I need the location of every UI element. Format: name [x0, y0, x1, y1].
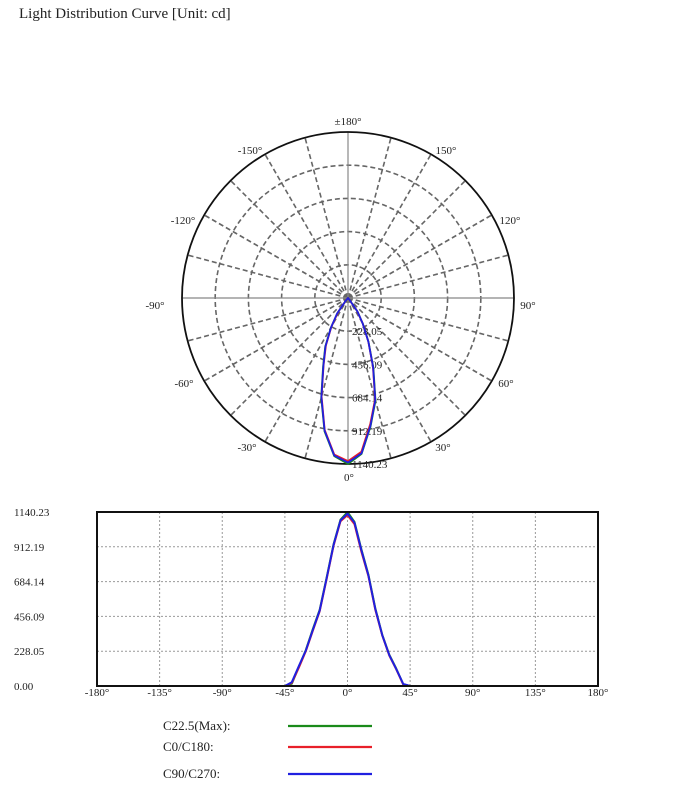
x-tick-label: 45°	[402, 687, 417, 699]
y-tick-label: 1140.23	[14, 507, 50, 519]
polar-spoke	[230, 180, 349, 299]
x-tick-label: -180°	[85, 687, 110, 699]
polar-angle-label: 120°	[500, 215, 521, 227]
polar-spoke	[187, 254, 349, 299]
y-tick-label: 912.19	[14, 542, 45, 554]
x-tick-label: 135°	[525, 687, 546, 699]
polar-spoke	[347, 254, 509, 299]
y-tick-label: 228.05	[14, 646, 45, 658]
x-tick-label: 180°	[588, 687, 609, 699]
polar-angle-label: 30°	[435, 442, 450, 454]
polar-spoke	[347, 137, 392, 299]
polar-angle-label: 60°	[498, 378, 513, 390]
y-tick-label: 456.09	[14, 611, 45, 623]
polar-spoke	[203, 214, 349, 299]
polar-spoke	[304, 297, 349, 459]
polar-spoke	[347, 214, 493, 299]
x-tick-label: -90°	[213, 687, 232, 699]
x-tick-label: -45°	[275, 687, 294, 699]
polar-spoke	[347, 297, 392, 459]
polar-curve-2	[320, 297, 377, 464]
polar-spoke	[347, 297, 493, 382]
polar-spoke	[203, 297, 349, 382]
polar-spoke	[264, 153, 349, 299]
polar-angle-label: 90°	[520, 300, 535, 312]
polar-spoke	[347, 180, 466, 299]
line-series-0	[222, 511, 473, 687]
polar-spoke	[347, 297, 466, 416]
polar-spoke	[304, 137, 349, 299]
polar-spoke	[347, 297, 509, 342]
polar-spoke	[187, 297, 349, 342]
x-tick-label: 0°	[343, 687, 353, 699]
plot-frame	[96, 511, 599, 687]
polar-radial-label: 684.14	[352, 393, 383, 405]
legend-label: C0/C180:	[163, 739, 214, 754]
polar-angle-label: -30°	[237, 442, 256, 454]
legend-label: C90/C270:	[163, 766, 221, 781]
polar-spoke	[347, 153, 432, 299]
x-tick-label: -135°	[147, 687, 172, 699]
x-tick-label: 90°	[465, 687, 480, 699]
chart-title: Light Distribution Curve [Unit: cd]	[19, 6, 231, 22]
legend-label: C22.5(Max):	[163, 718, 231, 733]
polar-angle-label: ±180°	[335, 116, 362, 128]
polar-radial-label: 1140.23	[352, 459, 388, 471]
polar-angle-label: 150°	[436, 145, 457, 157]
y-tick-label: 0.00	[14, 681, 34, 693]
polar-angle-label: -90°	[145, 300, 164, 312]
polar-radial-label: 456.09	[352, 359, 383, 371]
polar-radial-label: 228.05	[352, 326, 383, 338]
polar-angle-label: -60°	[174, 378, 193, 390]
polar-spoke	[230, 297, 349, 416]
polar-angle-label: -120°	[171, 215, 196, 227]
polar-angle-label: 0°	[344, 472, 354, 484]
y-tick-label: 684.14	[14, 577, 45, 589]
polar-angle-label: -150°	[238, 145, 263, 157]
